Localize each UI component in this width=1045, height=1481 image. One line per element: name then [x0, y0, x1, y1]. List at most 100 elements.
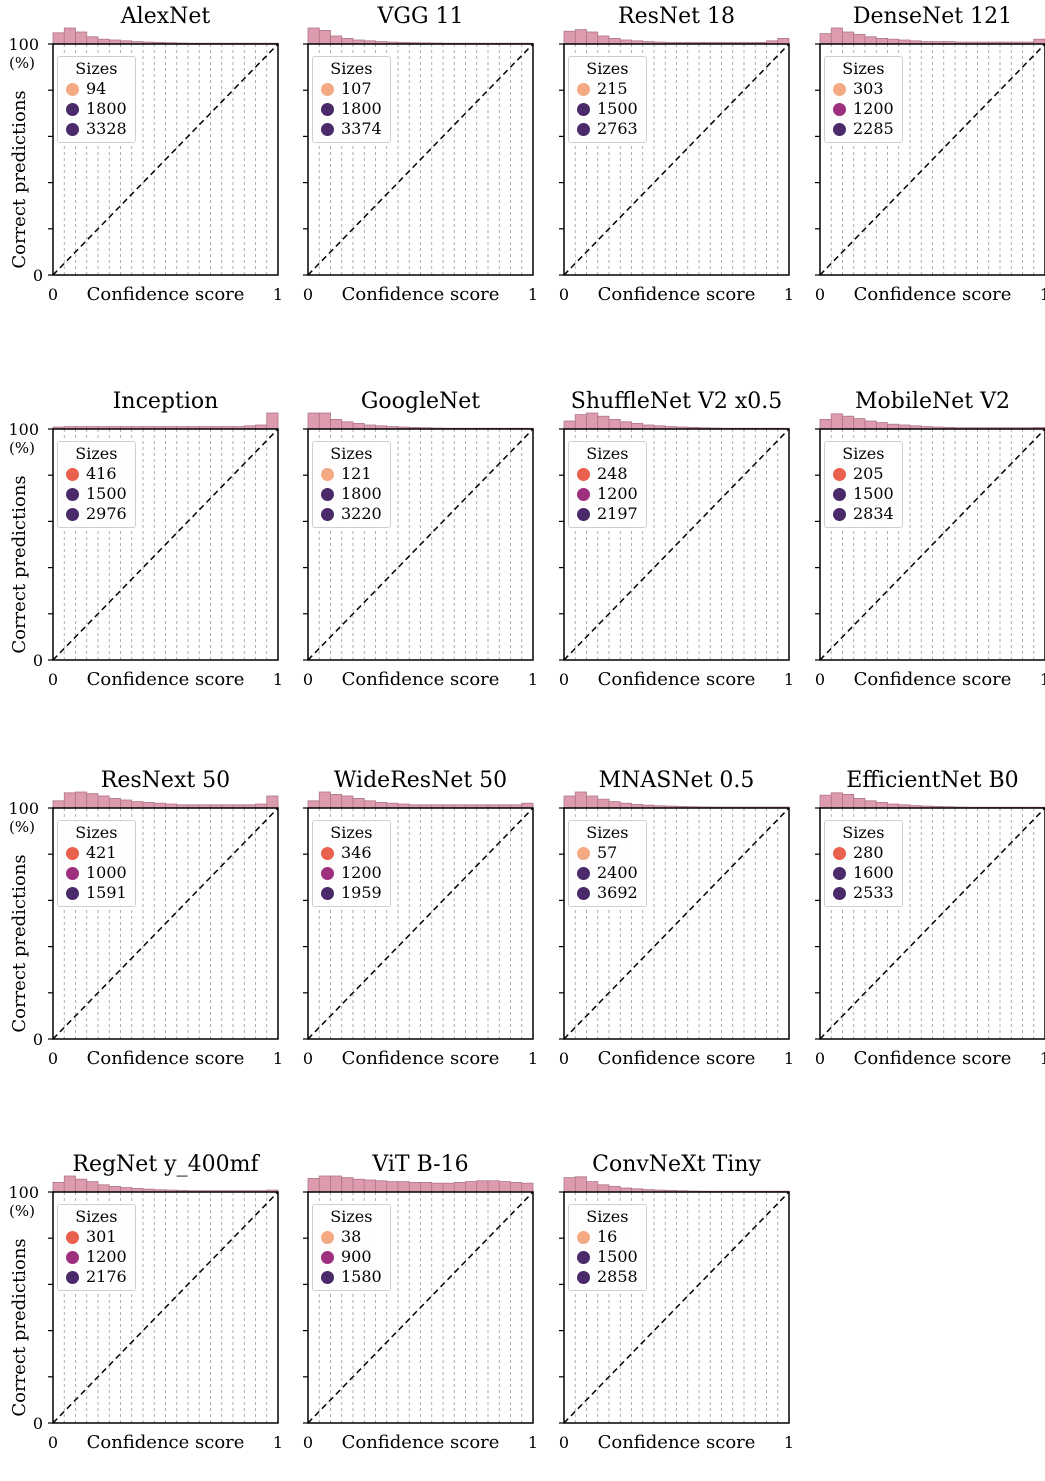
panel-title: EfficientNet B0 — [846, 768, 1019, 793]
legend-marker-icon — [577, 102, 590, 116]
legend-entry: 2834 — [833, 504, 894, 524]
legend-label: 2285 — [853, 119, 894, 138]
panel-title: WideResNet 50 — [333, 768, 508, 793]
histogram-bar — [63, 27, 76, 45]
legend-label: 1800 — [341, 484, 382, 503]
calibration-plot: 0 1 Confidence score — [559, 412, 794, 690]
x-tick-label: 0 — [559, 1049, 569, 1068]
legend-label: 121 — [341, 464, 372, 483]
x-tick-label: 1 — [528, 1433, 538, 1452]
legend-entry: 107 — [321, 79, 382, 99]
axes-frame — [307, 43, 534, 276]
legend-title: Sizes — [330, 1207, 373, 1226]
histogram-bar — [97, 1184, 110, 1193]
y-unit-label: (%) — [9, 54, 35, 72]
histogram-bar — [574, 1176, 587, 1193]
histogram-bar — [586, 31, 599, 45]
x-axis-label: Confidence score — [598, 669, 756, 690]
legend-title: Sizes — [75, 444, 118, 463]
histogram-bar — [341, 38, 354, 45]
legend-entry: 2176 — [66, 1267, 127, 1287]
axes-frame — [819, 807, 1045, 1040]
legend-entry: 421 — [66, 843, 127, 863]
legend-marker-icon — [321, 1250, 334, 1264]
x-axis-label: Confidence score — [342, 284, 500, 305]
legend-marker-icon — [577, 122, 590, 136]
histogram-bar — [352, 1178, 365, 1193]
legend-entry: 94 — [66, 79, 127, 99]
x-tick-label: 1 — [784, 285, 794, 304]
legend: Sizes 16 1500 2858 — [568, 1204, 647, 1291]
panel-title: ConvNeXt Tiny — [592, 1152, 761, 1177]
legend-title: Sizes — [75, 59, 118, 78]
calibration-plot: 0 1 Confidence score — [559, 29, 794, 305]
legend-marker-icon — [577, 1250, 590, 1264]
legend-label: 215 — [597, 79, 628, 98]
perfect-calibration-line — [563, 807, 790, 1040]
axes-frame — [307, 807, 534, 1040]
histogram-bar — [819, 794, 832, 809]
x-axis-label: Confidence score — [87, 284, 245, 305]
legend-entry: 2285 — [833, 119, 894, 139]
axes-frame — [307, 1191, 534, 1424]
legend-title: Sizes — [842, 59, 885, 78]
x-tick-label: 1 — [784, 670, 794, 689]
histogram-bar — [307, 27, 320, 45]
legend-entry: 3692 — [577, 883, 638, 903]
x-tick-label: 1 — [273, 1049, 283, 1068]
axes-frame — [563, 807, 790, 1040]
histogram-bar — [318, 412, 331, 430]
legend-marker-icon — [321, 866, 334, 880]
perfect-calibration-line — [52, 807, 279, 1040]
legend-marker-icon — [577, 1270, 590, 1284]
legend-entry: 1800 — [321, 99, 382, 119]
legend-label: 94 — [86, 79, 107, 98]
legend-entry: 1500 — [577, 99, 638, 119]
histogram-bar — [608, 38, 621, 45]
histogram-bar — [476, 1180, 489, 1193]
legend: Sizes 301 1200 2176 — [57, 1204, 136, 1291]
histogram-bar — [819, 418, 832, 430]
panel-title: MNASNet 0.5 — [598, 768, 755, 793]
legend-label: 1800 — [86, 99, 127, 118]
histogram-bar — [108, 797, 121, 809]
histogram-bar — [63, 1175, 76, 1193]
histogram-bar — [574, 29, 587, 45]
legend-entry: 2858 — [577, 1267, 638, 1287]
panel-title: RegNet y_400mf — [72, 1152, 259, 1177]
x-axis-label: Confidence score — [598, 1432, 756, 1453]
y-tick-label: 100 — [8, 35, 39, 54]
legend-entry: 3220 — [321, 504, 382, 524]
y-axis-label: Correct predictions — [9, 475, 30, 653]
legend: Sizes 248 1200 2197 — [568, 441, 647, 528]
histogram-bar — [307, 412, 320, 430]
legend-title: Sizes — [586, 823, 629, 842]
histogram-bar — [498, 1181, 511, 1193]
legend-entry: 205 — [833, 464, 894, 484]
panel-title: ShuffleNet V2 x0.5 — [570, 389, 783, 414]
x-tick-label: 0 — [48, 670, 58, 689]
y-tick-label: 100 — [8, 799, 39, 818]
axes-frame — [563, 428, 790, 661]
legend-entry: 301 — [66, 1227, 127, 1247]
histogram-bar — [330, 793, 343, 809]
perfect-calibration-line — [52, 428, 279, 661]
histogram-bar — [318, 791, 331, 809]
legend-label: 107 — [341, 79, 372, 98]
legend-label: 1500 — [86, 484, 127, 503]
legend-marker-icon — [833, 886, 846, 900]
histogram-bar — [819, 33, 832, 45]
legend-marker-icon — [833, 846, 846, 860]
legend-label: 416 — [86, 464, 117, 483]
legend-entry: 1200 — [577, 484, 638, 504]
legend-entry: 215 — [577, 79, 638, 99]
y-tick-label: 0 — [33, 1414, 43, 1433]
histogram-bar — [563, 795, 576, 809]
histogram-bar — [142, 802, 155, 809]
histogram-bar — [875, 38, 888, 45]
legend-marker-icon — [321, 82, 334, 96]
y-axis-label: Correct predictions — [9, 1238, 30, 1416]
y-axis-label: Correct predictions — [9, 854, 30, 1032]
